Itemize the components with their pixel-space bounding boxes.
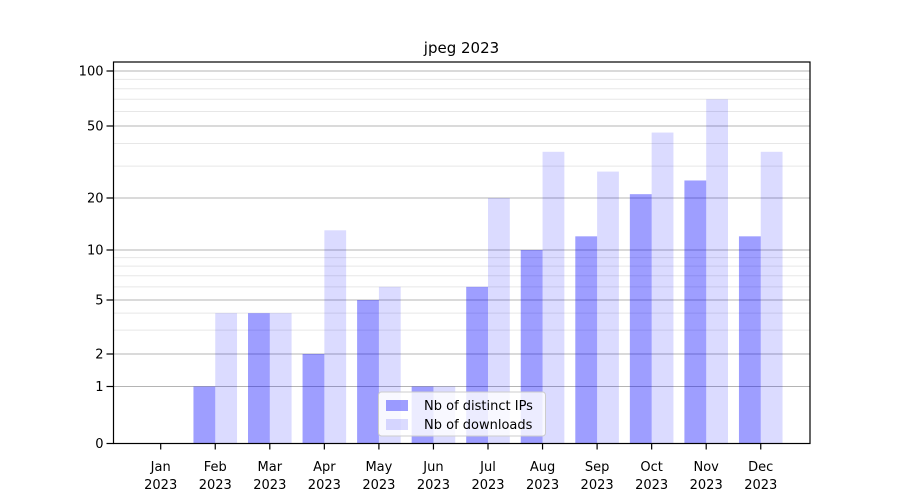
chart-title: jpeg 2023 xyxy=(423,39,499,57)
bar-downloads xyxy=(269,313,292,444)
x-tick-label: Feb xyxy=(204,460,227,475)
y-tick-label: 50 xyxy=(87,120,104,135)
x-tick-label: Apr xyxy=(313,460,336,475)
legend-swatch xyxy=(386,419,408,430)
x-tick-year-label: 2023 xyxy=(199,478,232,493)
x-tick-label: Jan xyxy=(150,460,171,475)
bar-distinct-ips xyxy=(193,386,216,444)
x-tick-year-label: 2023 xyxy=(253,478,286,493)
legend: Nb of distinct IPs Nb of downloads xyxy=(378,391,546,437)
x-tick-year-label: 2023 xyxy=(526,478,559,493)
bar-distinct-ips xyxy=(684,180,707,444)
y-tick-label: 100 xyxy=(79,65,104,80)
x-tick-label: May xyxy=(365,460,392,475)
x-tick-year-label: 2023 xyxy=(362,478,395,493)
y-tick-label: 10 xyxy=(87,244,104,259)
x-tick-label: Sep xyxy=(585,460,610,475)
y-axis-labels: 0 1 2 5 10 20 50 100 xyxy=(79,65,104,453)
legend-swatch xyxy=(386,400,408,411)
x-tick-label: Aug xyxy=(530,460,555,475)
bar-downloads xyxy=(324,230,347,444)
legend-label: Nb of downloads xyxy=(424,418,533,433)
x-tick-year-label: 2023 xyxy=(635,478,668,493)
bar-downloads xyxy=(488,198,510,444)
plot-frame xyxy=(112,61,811,445)
x-tick-year-label: 2023 xyxy=(744,478,777,493)
x-tick-label: Mar xyxy=(258,460,283,475)
bar-distinct-ips xyxy=(302,354,325,444)
legend-label: Nb of distinct IPs xyxy=(424,399,533,414)
minor-gridlines xyxy=(113,78,810,331)
legend-box xyxy=(378,391,546,437)
x-tick-label: Nov xyxy=(694,460,720,475)
x-tick-label: Jul xyxy=(479,460,496,475)
x-tick-year-label: 2023 xyxy=(471,478,504,493)
x-tick-year-label: 2023 xyxy=(417,478,450,493)
x-tick-label: Jun xyxy=(422,460,443,475)
y-tick-label: 0 xyxy=(95,437,103,452)
x-tick-year-label: 2023 xyxy=(690,478,723,493)
bar-downloads xyxy=(597,171,619,444)
x-tick-label: Oct xyxy=(640,460,662,475)
y-tick-label: 5 xyxy=(95,294,103,309)
axis-ticks xyxy=(106,70,762,450)
bar-distinct-ips xyxy=(738,236,761,444)
y-tick-label: 2 xyxy=(95,348,103,363)
bar-distinct-ips xyxy=(629,194,652,444)
y-tick-label: 20 xyxy=(87,192,104,207)
bar-distinct-ips xyxy=(575,236,598,444)
bar-downloads xyxy=(542,151,565,444)
bar-distinct-ips xyxy=(357,300,379,444)
bar-downloads xyxy=(760,151,783,444)
x-tick-label: Dec xyxy=(748,460,773,475)
bar-downloads xyxy=(706,99,728,444)
y-tick-label: 1 xyxy=(95,380,103,395)
x-tick-year-label: 2023 xyxy=(308,478,341,493)
major-gridlines xyxy=(113,70,810,387)
x-tick-year-label: 2023 xyxy=(581,478,614,493)
bar-distinct-ips xyxy=(248,313,270,444)
x-tick-year-label: 2023 xyxy=(144,478,177,493)
x-axis-labels: Jan 2023 Feb 2023 Mar 2023 Apr 2023 May 2023 Jun 20… xyxy=(144,460,777,493)
bar-downloads xyxy=(651,132,674,444)
bar-downloads xyxy=(215,313,238,444)
